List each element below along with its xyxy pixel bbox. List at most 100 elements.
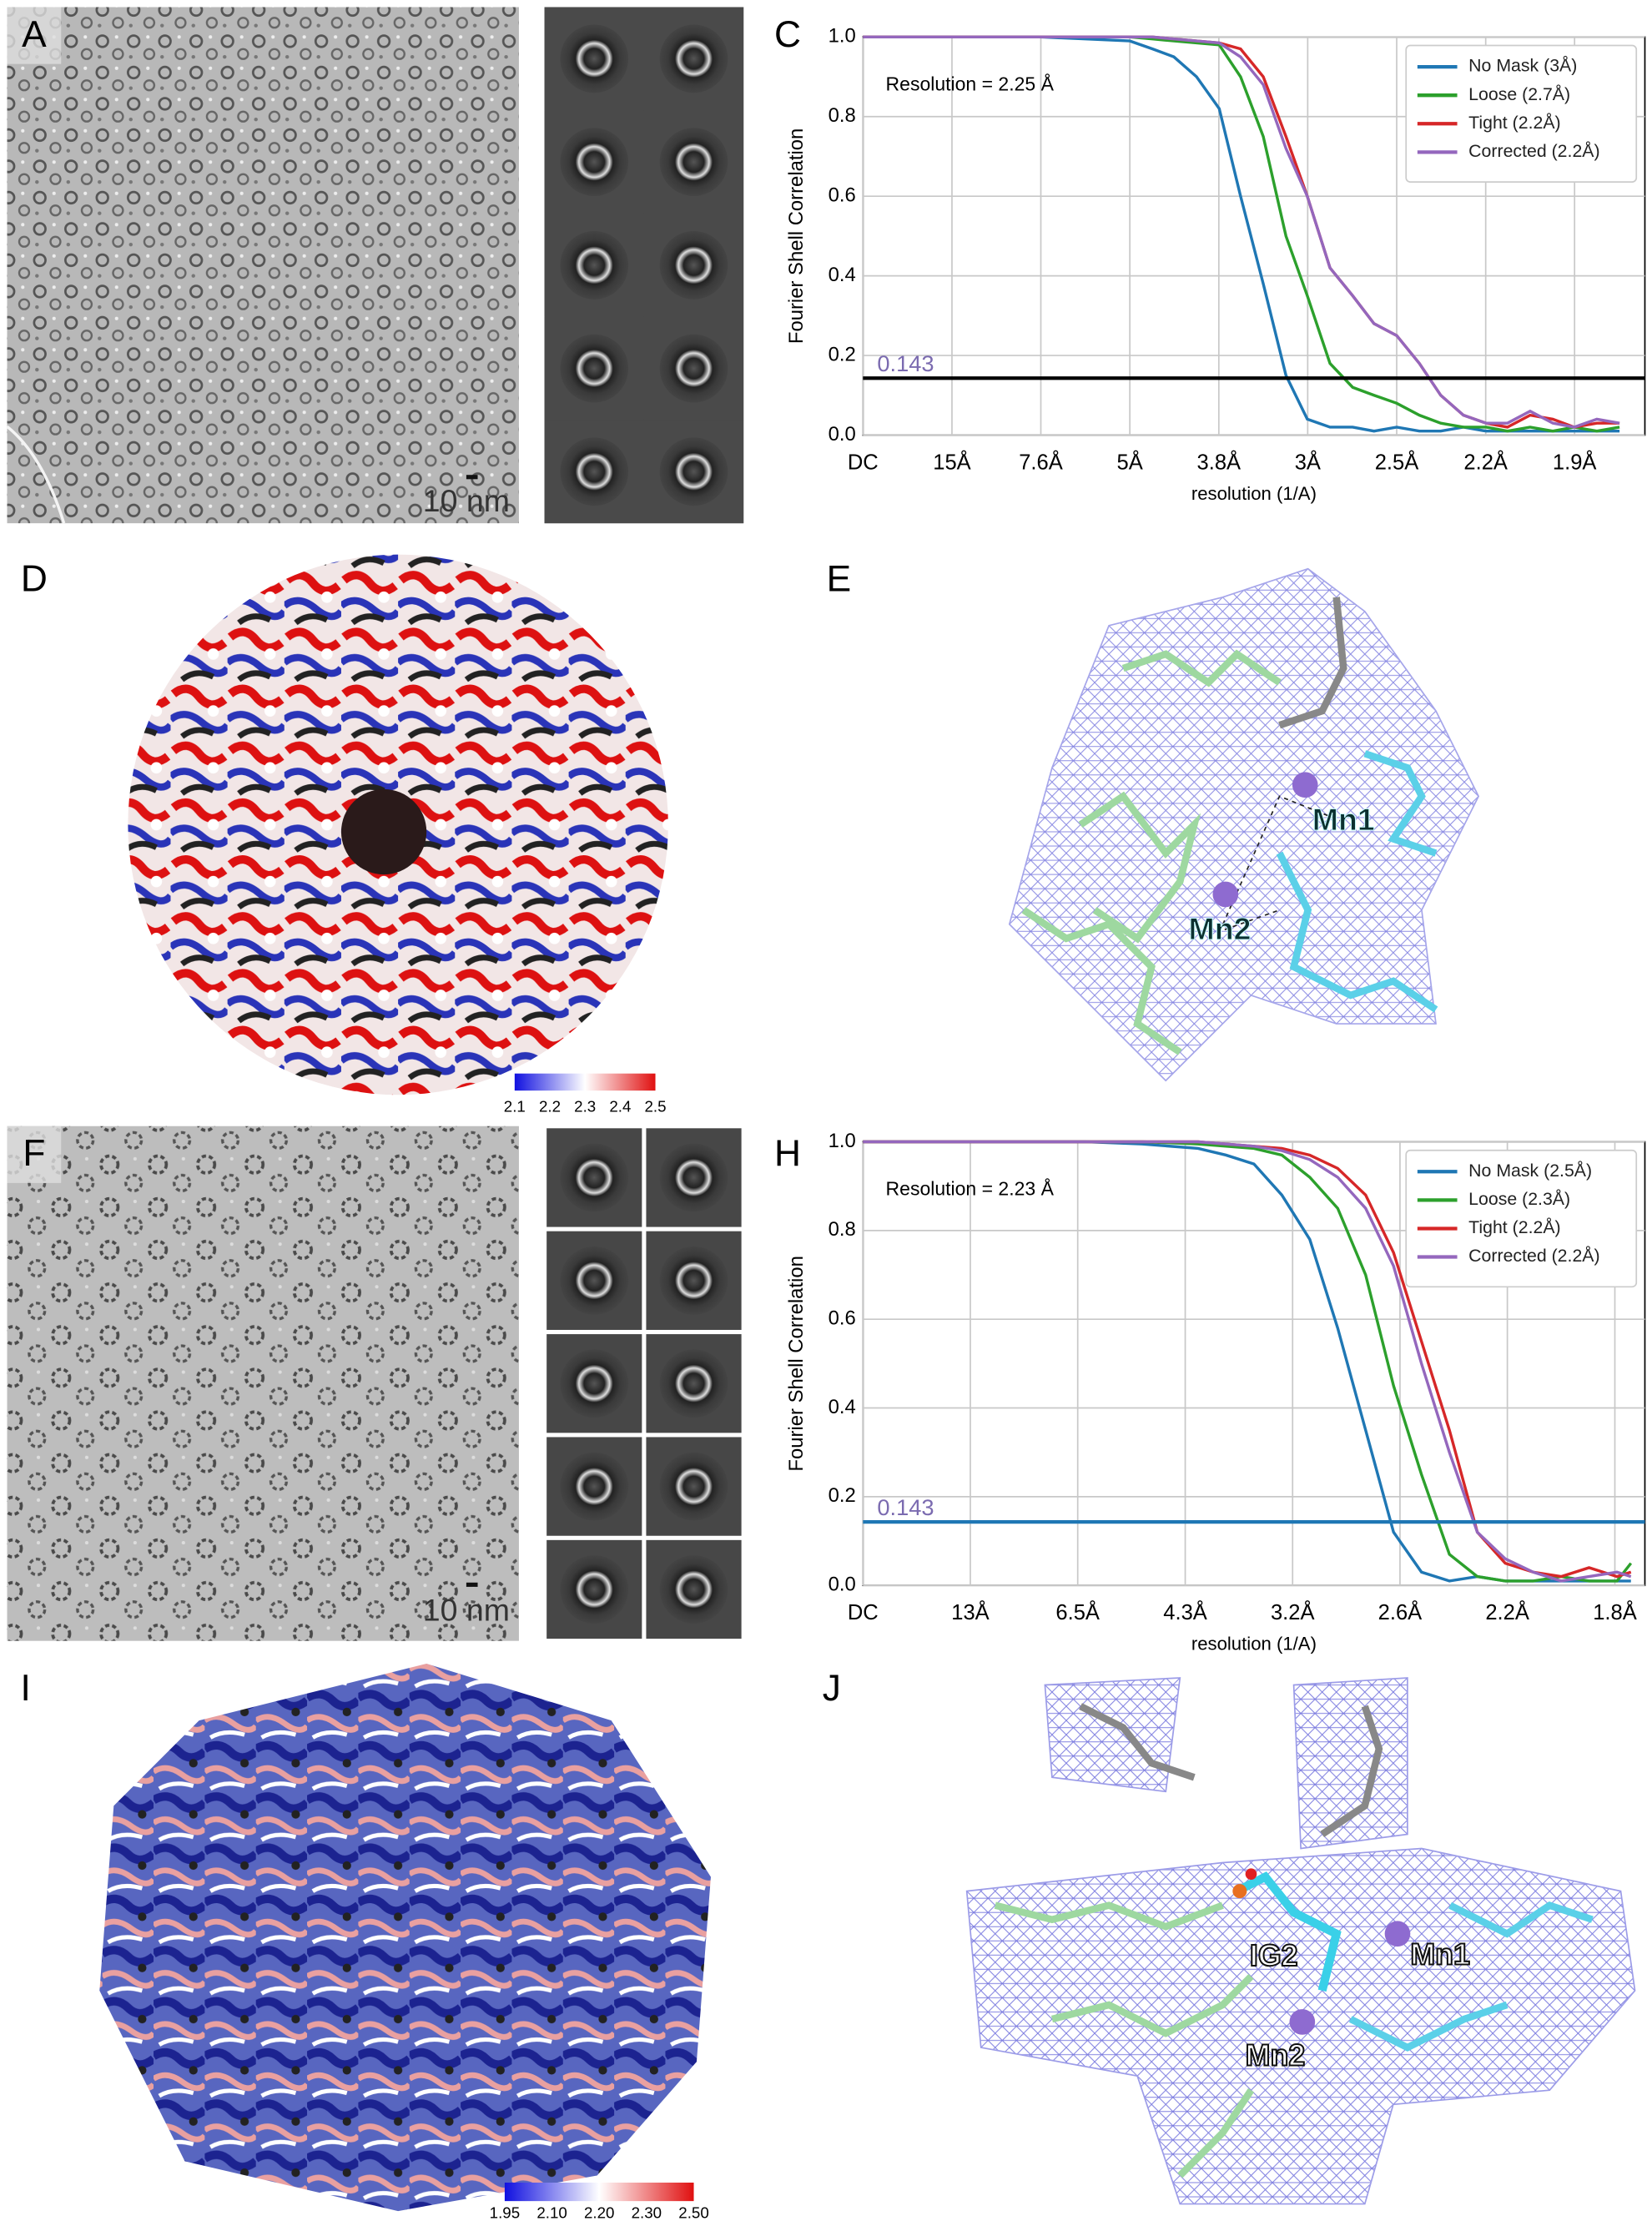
class-particle <box>659 1143 728 1212</box>
y-tick-label: 0.6 <box>829 1307 856 1329</box>
atom-label: Mn1 <box>1410 1937 1470 1971</box>
scale-bar <box>466 1582 478 1587</box>
scale-label: 10 nm <box>423 1592 510 1627</box>
class-particle <box>659 334 728 403</box>
x-tick-label: 1.9Å <box>1553 449 1597 474</box>
colorbar-label: 2.20 <box>584 2203 614 2221</box>
x-tick-label: DC <box>848 451 879 474</box>
y-tick-label: 0.8 <box>829 1218 856 1241</box>
y-tick-label: 1.0 <box>829 25 856 48</box>
class-particle <box>659 128 728 197</box>
x-tick-label: 1.8Å <box>1593 1599 1637 1624</box>
class-particle <box>659 437 728 506</box>
fsc-curve <box>863 1140 1632 1583</box>
x-axis-label: resolution (1/A) <box>1191 483 1317 504</box>
colorbar-label: 2.2 <box>539 1098 561 1116</box>
class-particle <box>659 1349 728 1418</box>
legend-box <box>1405 44 1638 183</box>
atom-label: Mn1 <box>1312 802 1375 837</box>
annotation: Resolution = 2.23 Å <box>886 1177 1055 1200</box>
class-particle <box>659 1452 728 1521</box>
atom-label: IG2 <box>1250 1939 1298 1972</box>
panel-label: A <box>22 14 47 55</box>
class-particle <box>560 1555 629 1624</box>
colorbar-label: 2.10 <box>536 2203 567 2221</box>
legend-label: No Mask (2.5Å) <box>1468 1161 1592 1181</box>
class-particle <box>560 1452 629 1521</box>
x-tick-label: 3.8Å <box>1197 449 1242 474</box>
class-particle <box>659 1246 728 1315</box>
y-tick-label: 0.4 <box>829 264 856 286</box>
panel-label: H <box>774 1133 801 1174</box>
y-tick-label: 0.6 <box>829 184 856 206</box>
x-tick-label: 3Å <box>1295 449 1321 474</box>
x-tick-label: 4.3Å <box>1163 1599 1207 1624</box>
model <box>1008 567 1480 1082</box>
y-tick-label: 0.0 <box>829 1574 856 1596</box>
legend-label: Tight (2.2Å) <box>1468 1217 1560 1237</box>
label-bg <box>7 7 62 64</box>
y-tick-label: 0.2 <box>829 343 856 365</box>
x-tick-label: DC <box>848 1601 879 1624</box>
micrograph <box>7 1126 519 1641</box>
x-tick-label: 2.2Å <box>1485 1599 1529 1624</box>
class-particle <box>560 230 629 300</box>
class-particle <box>560 1246 629 1315</box>
legend-label: Corrected (2.2Å) <box>1468 1246 1599 1266</box>
x-tick-label: 2.6Å <box>1378 1599 1423 1624</box>
class-particle <box>659 1555 728 1624</box>
x-tick-label: 3.2Å <box>1271 1599 1315 1624</box>
legend-label: No Mask (3Å) <box>1468 56 1577 76</box>
y-tick-label: 1.0 <box>829 1130 856 1152</box>
y-tick-label: 0.4 <box>829 1396 856 1418</box>
y-tick-label: 0.0 <box>829 423 856 446</box>
x-tick-label: 2.2Å <box>1463 449 1508 474</box>
x-tick-label: 13Å <box>951 1599 989 1624</box>
model <box>965 1677 1636 2205</box>
threshold-label: 0.143 <box>877 1494 934 1520</box>
panel-label: J <box>823 1668 841 1709</box>
annotation: Resolution = 2.25 Å <box>886 72 1055 94</box>
atom-label: Mn2 <box>1246 2038 1306 2072</box>
scale-bar <box>466 475 478 480</box>
y-axis-label: Fourier Shell Correlation <box>785 128 808 344</box>
class-particle <box>560 1143 629 1212</box>
density-map <box>99 1663 711 2212</box>
y-tick-label: 0.2 <box>829 1484 856 1507</box>
panel-label: F <box>23 1133 45 1174</box>
scale-label: 10 nm <box>423 483 510 518</box>
class-particle <box>560 437 629 506</box>
x-tick-label: 5Å <box>1117 449 1143 474</box>
threshold-label: 0.143 <box>877 350 934 376</box>
legend-label: Loose (2.7Å) <box>1468 84 1570 104</box>
legend-label: Tight (2.2Å) <box>1468 113 1560 133</box>
panel-label: C <box>774 14 801 55</box>
atom-label: Mn2 <box>1189 911 1252 946</box>
class-particle <box>560 1349 629 1418</box>
micrograph <box>7 7 519 524</box>
x-tick-label: 6.5Å <box>1055 1599 1100 1624</box>
class-particle <box>659 24 728 93</box>
colorbar-label: 2.30 <box>632 2203 662 2221</box>
fsc-curve <box>863 35 1620 429</box>
colorbar-label: 1.95 <box>490 2203 520 2221</box>
colorbar-label: 2.4 <box>609 1098 631 1116</box>
x-axis-label: resolution (1/A) <box>1191 1634 1317 1654</box>
x-tick-label: 7.6Å <box>1019 449 1063 474</box>
x-tick-label: 2.5Å <box>1375 449 1419 474</box>
colorbar <box>514 1073 656 1091</box>
colorbar-label: 2.50 <box>678 2203 708 2221</box>
carbon-edge <box>6 425 66 524</box>
panel-label: I <box>21 1668 31 1709</box>
legend-label: Corrected (2.2Å) <box>1468 141 1599 161</box>
colorbar-label: 2.5 <box>645 1098 667 1116</box>
colorbar-label: 2.3 <box>574 1098 596 1116</box>
class-particle <box>560 24 629 93</box>
colorbar-label: 2.1 <box>504 1098 526 1116</box>
x-tick-label: 15Å <box>933 449 970 474</box>
y-axis-label: Fourier Shell Correlation <box>785 1256 808 1471</box>
y-tick-label: 0.8 <box>829 104 856 127</box>
label-bg <box>7 1126 62 1183</box>
class-particle <box>560 128 629 197</box>
